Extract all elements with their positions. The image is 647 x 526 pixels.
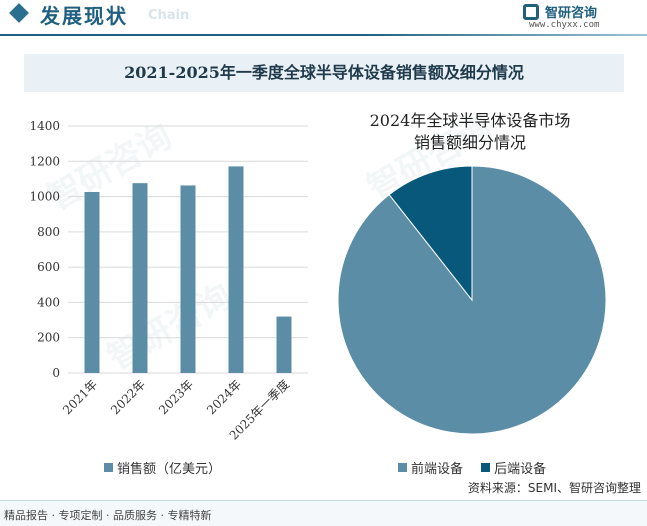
x-tick-label: 2021年	[60, 377, 100, 417]
y-tick-label: 200	[37, 331, 60, 345]
footer-services: 精品报告 · 专项定制 · 品质服务 · 专精特新	[4, 509, 212, 522]
pie-chart	[337, 165, 607, 435]
y-tick-label: 0	[52, 366, 60, 380]
pie-slice-back-end	[388, 165, 473, 302]
bar	[132, 183, 148, 373]
page-footer: 资料来源：SEMI、智研咨询整理 精品报告 · 专项定制 · 品质服务 · 专精…	[0, 481, 647, 526]
data-source: 资料来源：SEMI、智研咨询整理	[467, 481, 641, 495]
legend-label: 后端设备	[494, 462, 547, 477]
legend-swatch	[104, 463, 113, 472]
y-tick-label: 1000	[29, 190, 60, 204]
legend-item-front-end: 前端设备	[398, 458, 463, 477]
x-tick-label: 2022年	[108, 377, 148, 417]
x-tick-label: 2024年	[204, 377, 244, 417]
page-header: 发展现状 Chain 智研咨询 www.chyxx.com	[0, 0, 647, 32]
pie-title-line: 2024年全球半导体设备市场	[369, 111, 571, 130]
pie-legend: 前端设备 后端设备	[398, 458, 560, 477]
legend-swatch	[398, 463, 407, 472]
bar	[228, 166, 244, 373]
y-tick-label: 800	[37, 225, 60, 239]
legend-item: 销售额（亿美元）	[104, 458, 221, 477]
y-tick-label: 1400	[29, 119, 60, 133]
y-tick-label: 600	[37, 260, 60, 274]
pie-title: 2024年全球半导体设备市场 销售额细分情况	[320, 110, 620, 154]
pie-chart-area: 2024年全球半导体设备市场 销售额细分情况	[320, 100, 647, 480]
pie-title-line: 销售额细分情况	[413, 133, 526, 152]
bar	[180, 185, 196, 373]
bar-legend: 销售额（亿美元）	[104, 458, 235, 477]
brand-logo[interactable]: 智研咨询 www.chyxx.com	[523, 2, 633, 32]
logo-name: 智研咨询	[545, 6, 598, 21]
legend-label: 销售额（亿美元）	[117, 462, 222, 477]
legend-label: 前端设备	[411, 462, 464, 477]
x-tick-label: 2023年	[156, 377, 196, 417]
bar	[276, 316, 292, 373]
logo-mark-icon	[523, 4, 539, 20]
bar-chart: 0 200 400 600 800 1000 1200 1400 2021年 2022年 2023年…	[29, 119, 308, 443]
y-tick-label: 400	[37, 295, 60, 309]
diamond-icon	[9, 3, 29, 23]
section-subtitle: Chain	[148, 8, 190, 23]
bar	[84, 191, 100, 373]
y-tick-label: 1200	[29, 154, 60, 168]
logo-url: www.chyxx.com	[529, 20, 600, 30]
legend-swatch	[481, 463, 491, 472]
section-title: 发展现状	[40, 4, 128, 28]
legend-item-back-end: 后端设备	[481, 458, 546, 477]
chart-title-bar: 2021-2025年一季度全球半导体设备销售额及细分情况	[24, 54, 624, 92]
chart-title: 2021-2025年一季度全球半导体设备销售额及细分情况	[124, 63, 524, 82]
header-divider	[0, 34, 647, 36]
